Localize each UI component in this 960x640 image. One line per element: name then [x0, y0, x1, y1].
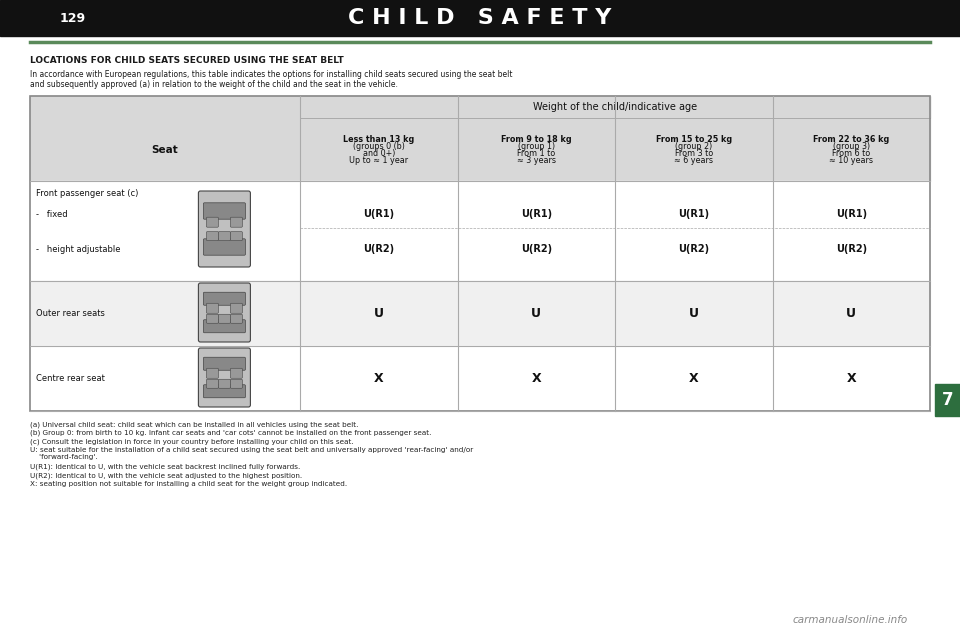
Text: -   height adjustable: - height adjustable	[36, 244, 121, 253]
Text: U: seat suitable for the installation of a child seat secured using the seat bel: U: seat suitable for the installation of…	[30, 447, 473, 460]
Text: (group 1): (group 1)	[517, 141, 555, 150]
Bar	[30, 96, 930, 411]
Text: Front passenger seat (c): Front passenger seat (c)	[36, 189, 138, 198]
Text: ≈ 6 years: ≈ 6 years	[674, 156, 713, 164]
Text: From 9 to 18 kg: From 9 to 18 kg	[501, 134, 571, 143]
Text: X: seating position not suitable for installing a child seat for the weight grou: X: seating position not suitable for ins…	[30, 481, 348, 486]
FancyBboxPatch shape	[206, 217, 219, 227]
FancyBboxPatch shape	[199, 191, 251, 267]
FancyBboxPatch shape	[219, 232, 230, 241]
FancyBboxPatch shape	[204, 292, 246, 305]
Text: LOCATIONS FOR CHILD SEATS SECURED USING THE SEAT BELT: LOCATIONS FOR CHILD SEATS SECURED USING …	[30, 56, 344, 65]
Text: Up to ≈ 1 year: Up to ≈ 1 year	[349, 156, 408, 164]
Text: U(R1): U(R1)	[678, 209, 709, 219]
Text: -   fixed: - fixed	[36, 209, 67, 218]
Text: U(R2): U(R2)	[363, 244, 395, 254]
FancyBboxPatch shape	[204, 320, 246, 333]
Bar	[30, 96, 930, 181]
FancyBboxPatch shape	[230, 380, 242, 388]
Text: U: U	[847, 307, 856, 320]
FancyBboxPatch shape	[206, 314, 219, 323]
Bar	[0, 0, 960, 36]
Text: 7: 7	[942, 391, 954, 409]
Text: Less than 13 kg: Less than 13 kg	[343, 134, 415, 143]
Bar	[300, 96, 930, 118]
Text: U: U	[531, 307, 541, 320]
FancyBboxPatch shape	[206, 232, 219, 241]
Text: 129: 129	[60, 12, 86, 24]
Text: (a) Universal child seat: child seat which can be installed in all vehicles usin: (a) Universal child seat: child seat whi…	[30, 421, 358, 428]
Text: (b) Group 0: from birth to 10 kg. Infant car seats and 'car cots' cannot be inst: (b) Group 0: from birth to 10 kg. Infant…	[30, 429, 431, 436]
Bar	[30, 96, 930, 411]
Text: In accordance with European regulations, this table indicates the options for in: In accordance with European regulations,…	[30, 70, 513, 90]
Text: U(R1): U(R1)	[520, 209, 552, 219]
Text: and 0+): and 0+)	[363, 148, 395, 157]
FancyBboxPatch shape	[206, 303, 219, 313]
FancyBboxPatch shape	[199, 348, 251, 407]
Text: Outer rear seats: Outer rear seats	[36, 309, 105, 318]
FancyBboxPatch shape	[219, 380, 230, 388]
Text: From 15 to 25 kg: From 15 to 25 kg	[656, 134, 732, 143]
Text: Centre rear seat: Centre rear seat	[36, 374, 105, 383]
FancyBboxPatch shape	[204, 385, 246, 397]
Text: X: X	[532, 372, 541, 385]
Text: ≈ 10 years: ≈ 10 years	[829, 156, 874, 164]
Text: carmanualsonline.info: carmanualsonline.info	[792, 615, 907, 625]
Bar	[30, 281, 930, 346]
FancyBboxPatch shape	[204, 239, 246, 255]
FancyBboxPatch shape	[230, 217, 242, 227]
Text: U: U	[688, 307, 699, 320]
Text: (group 3): (group 3)	[832, 141, 870, 150]
FancyBboxPatch shape	[204, 357, 246, 371]
Text: C H I L D   S A F E T Y: C H I L D S A F E T Y	[348, 8, 612, 28]
Text: U(R1): U(R1)	[836, 209, 867, 219]
Text: Weight of the child/indicative age: Weight of the child/indicative age	[533, 102, 697, 112]
Text: X: X	[689, 372, 699, 385]
Text: X: X	[847, 372, 856, 385]
Text: From 1 to: From 1 to	[517, 148, 556, 157]
Text: U(R1): Identical to U, with the vehicle seat backrest inclined fully forwards.: U(R1): Identical to U, with the vehicle …	[30, 463, 300, 470]
FancyBboxPatch shape	[199, 283, 251, 342]
FancyBboxPatch shape	[230, 314, 242, 323]
Text: From 6 to: From 6 to	[832, 148, 871, 157]
FancyBboxPatch shape	[230, 303, 242, 313]
FancyBboxPatch shape	[206, 368, 219, 378]
FancyBboxPatch shape	[219, 314, 230, 323]
Text: U: U	[373, 307, 384, 320]
Text: U(R2): U(R2)	[520, 244, 552, 254]
Text: (c) Consult the legislation in force in your country before installing your chil: (c) Consult the legislation in force in …	[30, 438, 353, 445]
Text: (groups 0 (b): (groups 0 (b)	[353, 141, 405, 150]
Text: (group 2): (group 2)	[675, 141, 712, 150]
Text: U(R2): U(R2)	[678, 244, 709, 254]
FancyBboxPatch shape	[230, 232, 242, 241]
Bar	[935, 384, 960, 416]
Text: From 22 to 36 kg: From 22 to 36 kg	[813, 134, 889, 143]
Text: ≈ 3 years: ≈ 3 years	[516, 156, 556, 164]
FancyBboxPatch shape	[230, 368, 242, 378]
Text: U(R1): U(R1)	[363, 209, 395, 219]
Text: U(R2): Identical to U, with the vehicle seat adjusted to the highest position.: U(R2): Identical to U, with the vehicle …	[30, 472, 302, 479]
Bar	[30, 181, 930, 281]
Text: X: X	[374, 372, 384, 385]
Text: From 3 to: From 3 to	[675, 148, 713, 157]
FancyBboxPatch shape	[204, 203, 246, 220]
Bar	[30, 346, 930, 411]
Text: Seat: Seat	[152, 145, 179, 154]
FancyBboxPatch shape	[206, 380, 219, 388]
Text: U(R2): U(R2)	[836, 244, 867, 254]
